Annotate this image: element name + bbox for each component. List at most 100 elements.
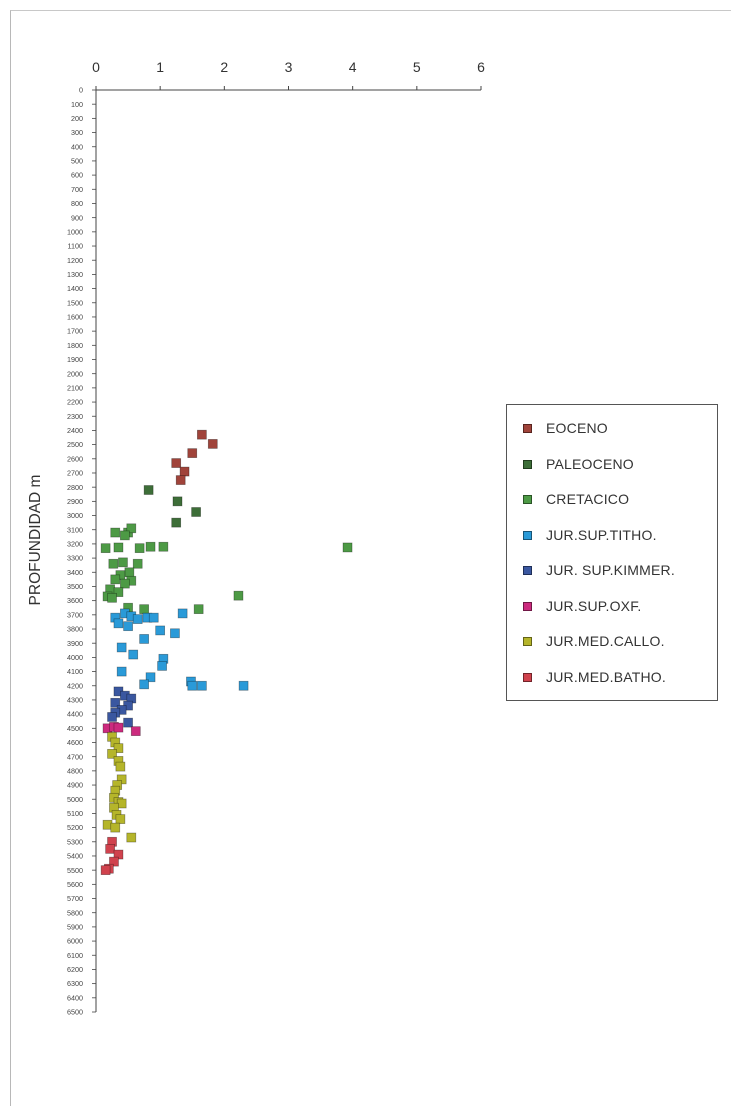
y-tick-label: 1900 — [67, 355, 83, 364]
y-tick-label: 1600 — [67, 313, 83, 322]
data-point — [113, 542, 124, 553]
data-point — [157, 661, 167, 671]
y-tick-label: 5400 — [67, 852, 83, 861]
x-tick-label: 0 — [92, 59, 100, 75]
legend-swatch — [523, 423, 532, 433]
y-tick-label: 6300 — [67, 979, 83, 988]
data-point — [120, 530, 130, 541]
y-tick-label: 3100 — [67, 525, 83, 534]
y-tick-label: 5200 — [67, 823, 83, 832]
legend-label: EOCENO — [546, 420, 608, 436]
x-tick-label: 5 — [413, 59, 421, 75]
y-tick-label: 4400 — [67, 710, 83, 719]
data-point — [107, 748, 117, 759]
data-point — [115, 761, 126, 772]
y-tick-label: 2000 — [67, 369, 83, 378]
x-tick-label: 2 — [220, 59, 228, 75]
data-point — [115, 814, 126, 824]
y-tick-label: 100 — [71, 100, 83, 109]
data-point — [128, 649, 139, 660]
legend-item: JUR.SUP.OXF. — [523, 596, 642, 616]
data-points — [100, 429, 353, 876]
data-point — [197, 429, 207, 440]
y-tick-label: 3700 — [67, 610, 83, 619]
y-tick-label: 0 — [79, 86, 83, 95]
y-tick-label: 600 — [71, 171, 83, 180]
y-tick-label: 900 — [71, 213, 83, 222]
data-point — [113, 743, 124, 754]
y-tick-label: 1400 — [67, 284, 83, 293]
y-tick-label: 3600 — [67, 596, 83, 605]
y-tick-label: 6400 — [67, 993, 83, 1002]
y-tick-label: 5000 — [67, 795, 83, 804]
data-point — [143, 485, 154, 495]
data-point — [132, 614, 143, 624]
legend-swatch — [523, 672, 532, 682]
data-point — [109, 856, 119, 867]
data-point — [145, 672, 156, 683]
data-point — [126, 523, 137, 534]
data-point — [116, 666, 127, 677]
y-tick-label: 300 — [71, 128, 83, 137]
legend: EOCENO PALEOCENO CRETACICO JUR.SUP.TITHO. JU… — [506, 404, 718, 701]
data-point — [113, 587, 124, 597]
x-tick-label: 1 — [156, 59, 164, 75]
legend-swatch — [523, 565, 532, 575]
y-tick-label: 5600 — [67, 880, 83, 889]
x-tick-label: 6 — [477, 59, 485, 75]
y-tick-label: 4100 — [67, 667, 83, 676]
data-point — [100, 865, 111, 876]
x-tick-label: 3 — [285, 59, 293, 75]
y-tick-label: 4700 — [67, 752, 83, 761]
y-tick-label: 4600 — [67, 738, 83, 747]
legend-swatch — [523, 494, 532, 504]
y-tick-label: 5800 — [67, 908, 83, 917]
y-tick-label: 2200 — [67, 398, 83, 407]
y-tick-label: 4300 — [67, 696, 83, 705]
data-point — [177, 608, 188, 619]
y-axis-label: PROFUNDIDAD m — [27, 474, 44, 606]
data-point — [120, 578, 130, 589]
data-point — [148, 612, 159, 623]
legend-item: JUR. SUP.KIMMER. — [523, 560, 675, 580]
data-point — [197, 680, 207, 691]
y-tick-label: 200 — [71, 114, 83, 123]
y-tick-label: 5500 — [67, 866, 83, 875]
data-point — [175, 475, 186, 485]
data-point — [126, 832, 137, 843]
y-tick-label: 4900 — [67, 781, 83, 790]
data-point — [108, 558, 119, 569]
y-tick-label: 2100 — [67, 383, 83, 392]
data-point — [118, 557, 128, 568]
y-tick-label: 6200 — [67, 965, 83, 974]
x-tick-label: 4 — [349, 59, 357, 75]
y-tick-label: 1200 — [67, 256, 83, 265]
y-tick-label: 5700 — [67, 894, 83, 903]
legend-swatch — [523, 530, 532, 540]
y-tick-label: 4800 — [67, 766, 83, 775]
legend-item: CRETACICO — [523, 489, 629, 509]
y-tick-label: 4500 — [67, 724, 83, 733]
data-point — [193, 604, 204, 615]
data-point — [107, 712, 117, 722]
legend-swatch — [523, 636, 532, 646]
y-tick-label: 3900 — [67, 639, 83, 648]
x-tick-labels: 0 1 2 3 4 5 6 — [92, 59, 485, 75]
data-point — [116, 642, 127, 653]
data-point — [342, 542, 353, 553]
y-tick-label: 400 — [71, 142, 83, 151]
data-point — [100, 543, 111, 554]
y-tick-label: 6000 — [67, 937, 83, 946]
data-point — [110, 822, 121, 833]
y-tick-label: 1300 — [67, 270, 83, 279]
y-tick-label: 2600 — [67, 454, 83, 463]
y-tick-label: 500 — [71, 157, 83, 166]
data-point — [139, 604, 149, 615]
y-tick-label: 2400 — [67, 426, 83, 435]
legend-item: JUR.MED.CALLO. — [523, 631, 665, 651]
legend-swatch — [523, 459, 532, 469]
y-tick-label: 2500 — [67, 440, 83, 449]
y-tick-label: 800 — [71, 199, 83, 208]
data-point — [170, 628, 180, 639]
